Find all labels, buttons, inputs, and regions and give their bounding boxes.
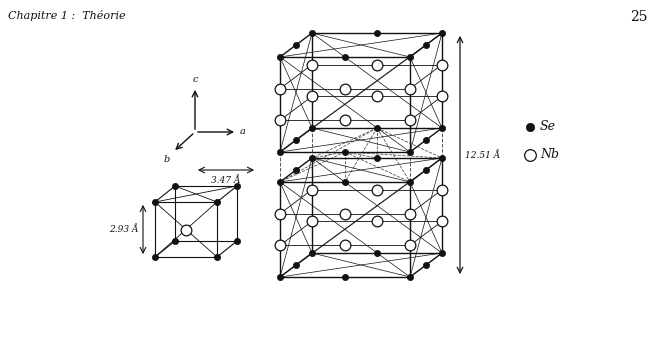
Text: Chapitre 1 :  Théorie: Chapitre 1 : Théorie	[8, 10, 125, 21]
Text: a: a	[240, 127, 246, 136]
Text: Nb: Nb	[540, 149, 559, 161]
Text: 12.51 Å: 12.51 Å	[465, 151, 500, 159]
Text: Se: Se	[540, 121, 556, 133]
Text: 3.47 Å: 3.47 Å	[212, 176, 240, 185]
Text: c: c	[193, 75, 198, 84]
Text: 25: 25	[631, 10, 648, 24]
Text: b: b	[164, 155, 170, 164]
Text: 2.93 Å: 2.93 Å	[110, 225, 139, 235]
